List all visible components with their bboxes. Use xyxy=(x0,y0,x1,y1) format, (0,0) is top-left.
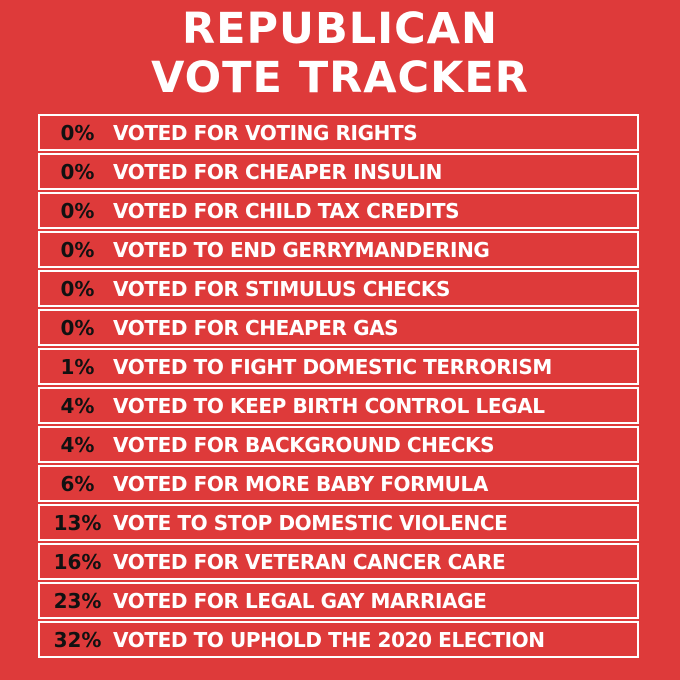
row-percent: 13% xyxy=(53,510,102,535)
row-label: VOTE TO STOP DOMESTIC VIOLENCE xyxy=(113,510,508,535)
row-label: VOTED TO KEEP BIRTH CONTROL LEGAL xyxy=(113,393,545,418)
row-percent: 4% xyxy=(60,393,95,418)
row-label: VOTED TO FIGHT DOMESTIC TERRORISM xyxy=(113,354,552,379)
row-percent: 0% xyxy=(60,198,95,223)
poster-title-line-2: VOTE TRACKER xyxy=(151,53,529,103)
table-row: 13% VOTE TO STOP DOMESTIC VIOLENCE xyxy=(38,504,639,541)
row-label: VOTED TO UPHOLD THE 2020 ELECTION xyxy=(113,627,545,652)
table-row: 0% VOTED FOR CHEAPER INSULIN xyxy=(38,153,639,190)
row-label: VOTED FOR CHEAPER INSULIN xyxy=(113,159,443,184)
row-percent: 1% xyxy=(60,354,95,379)
table-row: 0% VOTED FOR STIMULUS CHECKS xyxy=(38,270,639,307)
row-label: VOTED FOR VETERAN CANCER CARE xyxy=(113,549,506,574)
row-percent: 16% xyxy=(53,549,102,574)
row-percent: 0% xyxy=(60,120,95,145)
table-row: 4% VOTED TO KEEP BIRTH CONTROL LEGAL xyxy=(38,387,639,424)
row-label: VOTED FOR STIMULUS CHECKS xyxy=(113,276,450,301)
table-row: 16% VOTED FOR VETERAN CANCER CARE xyxy=(38,543,639,580)
row-label: VOTED FOR CHILD TAX CREDITS xyxy=(113,198,460,223)
row-percent: 23% xyxy=(53,588,102,613)
table-row: 0% VOTED TO END GERRYMANDERING xyxy=(38,231,639,268)
poster-title-line-1: REPUBLICAN xyxy=(182,4,498,54)
row-percent: 0% xyxy=(60,159,95,184)
row-label: VOTED FOR LEGAL GAY MARRIAGE xyxy=(113,588,487,613)
row-percent: 0% xyxy=(60,276,95,301)
table-row: 32% VOTED TO UPHOLD THE 2020 ELECTION xyxy=(38,621,639,658)
table-row: 0% VOTED FOR CHEAPER GAS xyxy=(38,309,639,346)
row-label: VOTED FOR CHEAPER GAS xyxy=(113,315,399,340)
table-row: 4% VOTED FOR BACKGROUND CHECKS xyxy=(38,426,639,463)
row-percent: 32% xyxy=(53,627,102,652)
table-row: 6% VOTED FOR MORE BABY FORMULA xyxy=(38,465,639,502)
row-percent: 0% xyxy=(60,237,95,262)
table-row: 0% VOTED FOR VOTING RIGHTS xyxy=(38,114,639,151)
row-label: VOTED FOR VOTING RIGHTS xyxy=(113,120,418,145)
row-percent: 6% xyxy=(60,471,95,496)
table-row: 0% VOTED FOR CHILD TAX CREDITS xyxy=(38,192,639,229)
table-row: 23% VOTED FOR LEGAL GAY MARRIAGE xyxy=(38,582,639,619)
row-percent: 4% xyxy=(60,432,95,457)
row-label: VOTED TO END GERRYMANDERING xyxy=(113,237,490,262)
table-row: 1% VOTED TO FIGHT DOMESTIC TERRORISM xyxy=(38,348,639,385)
row-label: VOTED FOR BACKGROUND CHECKS xyxy=(113,432,495,457)
row-percent: 0% xyxy=(60,315,95,340)
row-label: VOTED FOR MORE BABY FORMULA xyxy=(113,471,488,496)
vote-tracker-table: 0% VOTED FOR VOTING RIGHTS 0% VOTED FOR … xyxy=(38,114,639,660)
